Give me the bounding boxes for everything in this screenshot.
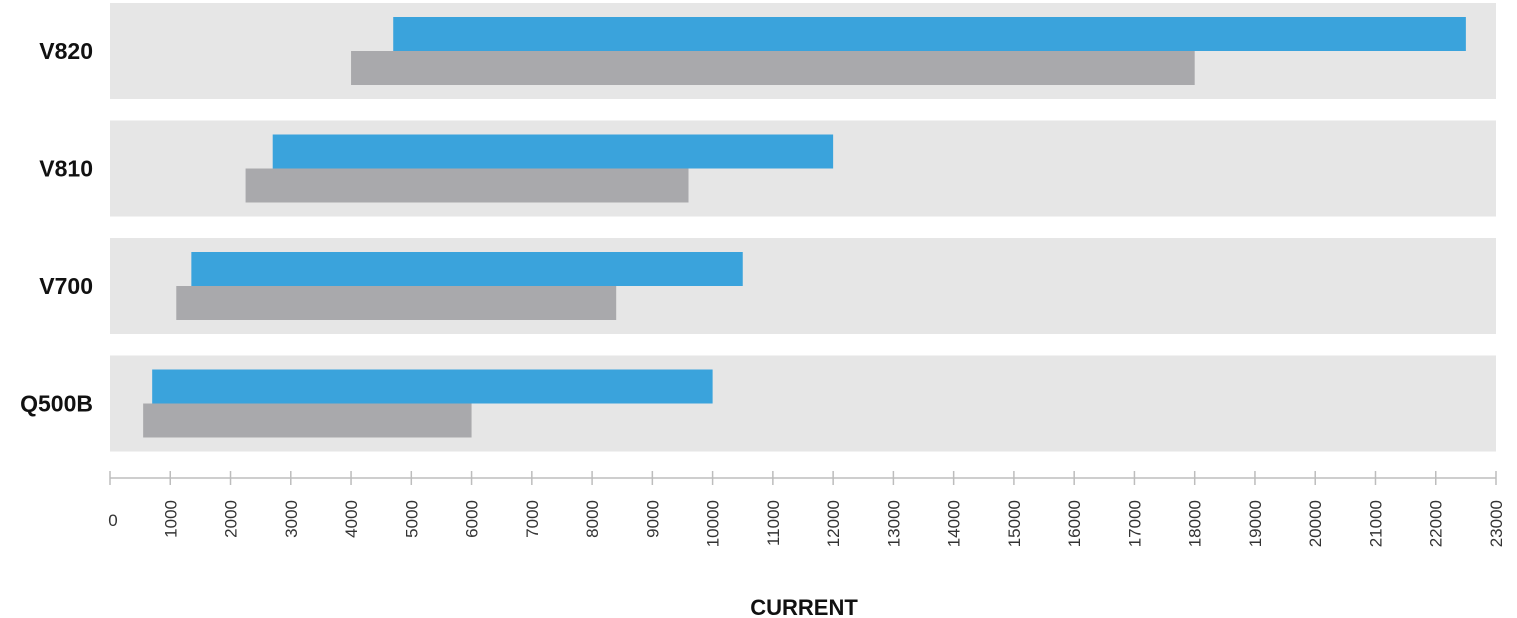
bar	[176, 286, 617, 320]
bar	[351, 51, 1195, 85]
bar	[272, 134, 834, 169]
bar	[191, 252, 743, 286]
x-axis	[109, 471, 1497, 485]
x-tick-label: 15000	[1005, 500, 1024, 547]
x-tick-label: 2000	[222, 500, 241, 538]
x-tick-label: 4000	[342, 500, 361, 538]
x-tick-label: 19000	[1246, 500, 1265, 547]
x-tick-label: 22000	[1427, 500, 1446, 547]
x-tick-labels: 0 1000 2000 3000 4000 5000 6000 7000 8000 9000 100…	[108, 500, 1506, 547]
x-tick-label: 18000	[1186, 500, 1205, 547]
x-tick-label: 21000	[1366, 500, 1385, 547]
bar	[245, 168, 689, 203]
bar	[393, 17, 1466, 51]
x-tick-label: 20000	[1306, 500, 1325, 547]
x-tick-label: 7000	[523, 500, 542, 538]
x-tick-label: 16000	[1065, 500, 1084, 547]
x-tick-label: 1000	[161, 500, 180, 538]
category-label: V700	[39, 273, 93, 299]
x-tick-label: 5000	[402, 500, 421, 538]
bars	[143, 17, 1466, 438]
category-labels: V820 V810 V700 Q500B	[20, 38, 93, 417]
category-label: V820	[39, 38, 93, 64]
x-tick-label: 9000	[643, 500, 662, 538]
x-axis-title: CURRENT	[750, 595, 858, 618]
category-label: Q500B	[20, 391, 93, 417]
x-tick-label: 0	[108, 511, 117, 530]
x-tick-label: 6000	[463, 500, 482, 538]
x-tick-label: 23000	[1487, 500, 1506, 547]
x-tick-label: 10000	[704, 500, 723, 547]
x-tick-label: 3000	[282, 500, 301, 538]
x-tick-label: 8000	[583, 500, 602, 538]
x-tick-label: 11000	[764, 500, 783, 546]
bar	[152, 369, 713, 404]
x-tick-label: 17000	[1125, 500, 1144, 547]
bar	[143, 403, 472, 438]
x-tick-label: 13000	[884, 500, 903, 547]
x-tick-label: 12000	[824, 500, 843, 547]
category-label: V810	[39, 156, 93, 182]
x-tick-label: 14000	[945, 500, 964, 547]
